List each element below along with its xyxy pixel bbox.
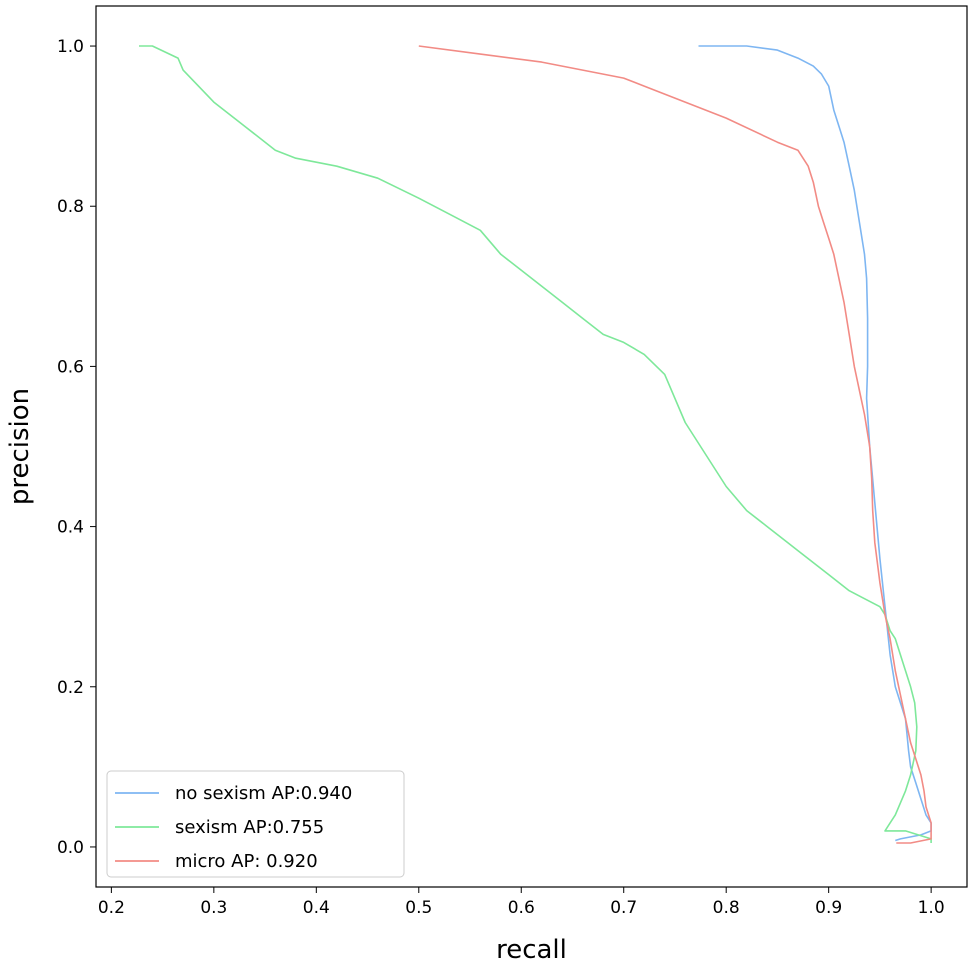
y-tick-label: 0.2 [57,678,84,698]
x-tick-label: 0.9 [815,898,842,918]
x-tick-label: 0.3 [200,898,227,918]
y-tick-label: 0.0 [57,838,84,858]
series-layer [139,45,932,844]
x-axis-label: recall [496,935,567,965]
y-tick-label: 1.0 [57,37,84,57]
series-line-1 [139,45,932,843]
legend-box [106,770,405,878]
legend-label-2: micro AP: 0.920 [175,851,318,872]
legend: no sexism AP:0.940 sexism AP:0.755 micro A… [106,770,405,878]
plot-frame [95,5,968,888]
x-tick-label: 0.5 [405,898,432,918]
legend-label-0: no sexism AP:0.940 [175,783,352,804]
y-tick-label: 0.8 [57,197,84,217]
x-tick-label: 1.0 [918,898,945,918]
y-tick-label: 0.6 [57,357,84,377]
x-tick-label: 0.8 [713,898,740,918]
legend-label-1: sexism AP:0.755 [175,817,324,838]
y-tick-label: 0.4 [57,518,84,538]
x-tick-label: 0.4 [303,898,330,918]
x-tick-label: 0.6 [508,898,535,918]
x-tick-label: 0.2 [98,898,125,918]
series-line-2 [418,45,932,844]
tick-layer: 0.2 0.3 0.4 0.5 0.6 0.7 0.8 0.9 1.0 0.0 0.2 0.4 0.6 0… [57,37,945,918]
y-axis-label: precision [5,388,35,505]
series-line-0 [698,45,932,842]
x-tick-label: 0.7 [610,898,637,918]
